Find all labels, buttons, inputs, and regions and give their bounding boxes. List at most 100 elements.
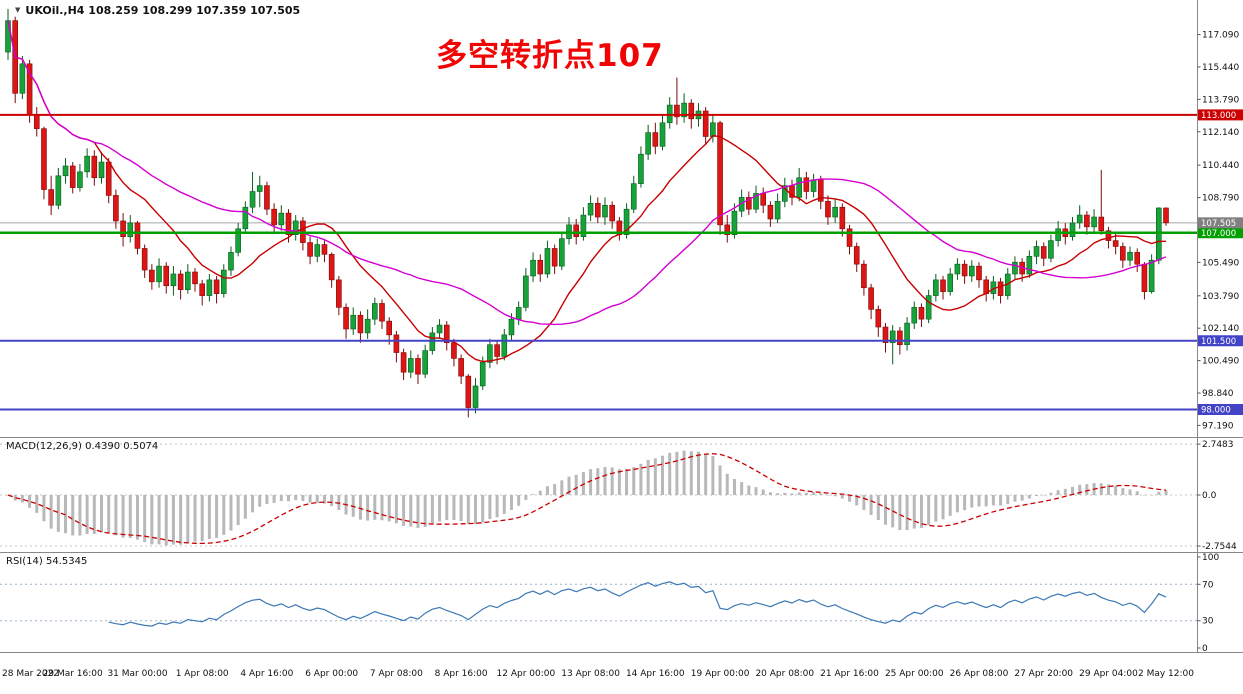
candle [451, 342, 457, 359]
price-tag-text: 98.000 [1201, 406, 1231, 416]
macd-bar [617, 469, 621, 495]
candle [1156, 207, 1162, 261]
macd-bar [186, 495, 190, 543]
x-tick-label: 28 Mar 2022 [2, 669, 59, 679]
macd-bar [452, 495, 456, 521]
candle [41, 128, 47, 190]
candle [810, 179, 817, 192]
macd-bar [596, 468, 600, 495]
candle [372, 303, 378, 320]
candle [292, 220, 299, 236]
macd-bar [941, 495, 945, 520]
macd-bar [1035, 495, 1039, 497]
macd-bar [740, 482, 744, 495]
macd-bar [632, 467, 636, 495]
candle [688, 102, 695, 120]
candle [256, 185, 263, 192]
x-tick-label: 12 Apr 00:00 [497, 669, 556, 679]
price-tag-98.000 [1198, 404, 1243, 416]
candle [1026, 256, 1033, 275]
candle [530, 259, 536, 277]
macd-bar [948, 495, 952, 516]
candle [731, 210, 738, 236]
y-tick-label: 110.440 [1202, 161, 1239, 171]
candle [875, 309, 882, 328]
x-tick-label: 14 Apr 16:00 [626, 669, 685, 679]
candle [264, 185, 270, 210]
candle [213, 279, 220, 294]
macd-bar [1006, 495, 1010, 504]
candle [925, 295, 932, 320]
candle [220, 269, 227, 294]
candle [1105, 230, 1112, 241]
macd-bar [567, 476, 571, 495]
macd-bar [912, 495, 916, 529]
candle [422, 350, 428, 375]
candle [623, 208, 630, 236]
macd-bar [100, 495, 104, 533]
candle [249, 191, 256, 208]
macd-bar [1150, 495, 1154, 496]
panel-borders [0, 0, 1243, 653]
macd-bar [761, 489, 765, 495]
x-tick-label: 4 Apr 16:00 [240, 669, 293, 679]
macd-bar [1085, 484, 1089, 495]
macd-bar [718, 465, 722, 495]
candle [724, 224, 731, 236]
candle [954, 263, 961, 275]
candle [976, 265, 982, 281]
macd-bar [589, 469, 593, 495]
candle [652, 132, 659, 147]
candle [803, 177, 810, 192]
macd-bar [481, 495, 485, 523]
macd-bar [150, 495, 154, 545]
macd-histogram [6, 450, 1168, 546]
macd-bar [819, 493, 823, 495]
macd-bar [898, 495, 902, 531]
macd-bar [495, 495, 499, 518]
candle [206, 279, 213, 296]
price-tags: 113.000 107.000 101.500 98.000 107.505 [1198, 109, 1243, 416]
candle [379, 303, 385, 322]
macd-bar [747, 485, 751, 495]
macd-bar [833, 495, 837, 497]
macd-bar [1135, 491, 1139, 495]
macd-bar [804, 492, 808, 495]
macd-bar [502, 495, 506, 514]
macd-bar [639, 463, 643, 495]
candle [62, 165, 69, 177]
macd-bar [236, 495, 240, 526]
candle [961, 263, 968, 277]
x-tick-label: 29 Apr 04:00 [1079, 669, 1138, 679]
macd-bar [322, 495, 326, 504]
y-tick-label: 100.490 [1202, 357, 1239, 367]
macd-bar [474, 495, 478, 525]
candle [77, 171, 83, 188]
y-tick-label: 97.190 [1202, 421, 1234, 431]
candle [1033, 246, 1040, 257]
macd-bar [1042, 494, 1046, 496]
macd-bar [812, 492, 816, 495]
candle [508, 318, 515, 336]
candle [853, 246, 860, 265]
candle [940, 279, 946, 292]
candle [415, 358, 421, 375]
candle [1120, 246, 1126, 261]
macd-bar [732, 478, 736, 495]
candle [120, 220, 126, 237]
candle [364, 318, 371, 334]
candle [134, 222, 141, 249]
macd-bar [71, 495, 75, 536]
macd-bar [1049, 492, 1053, 495]
macd-bar [28, 495, 32, 508]
macd-bar [64, 495, 68, 534]
macd-bar [919, 495, 923, 528]
macd-bar [768, 492, 772, 495]
macd-bar [56, 495, 60, 532]
macd-bar [963, 495, 967, 511]
y-tick-label: 108.790 [1202, 194, 1239, 204]
macd-bar [423, 495, 427, 527]
macd-bar [193, 495, 197, 542]
macd-bar [466, 495, 470, 524]
